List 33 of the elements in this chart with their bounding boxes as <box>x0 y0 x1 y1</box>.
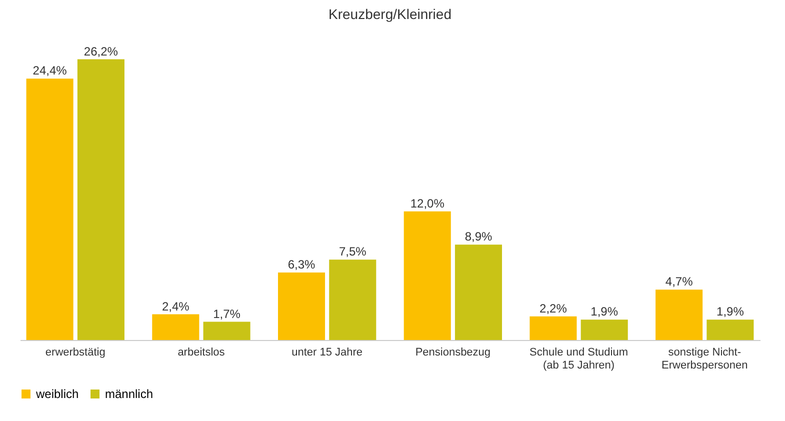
bar <box>203 322 250 340</box>
bar <box>530 316 577 340</box>
bar <box>454 244 502 340</box>
bar <box>77 59 124 340</box>
bar <box>278 272 326 340</box>
data-label: 1,9% <box>716 304 744 319</box>
data-label: 24,4% <box>32 64 68 78</box>
x-tick-label: arbeitslos <box>178 346 226 358</box>
legend-label: weiblich <box>35 387 79 401</box>
data-label: 4,7% <box>665 274 694 289</box>
x-tick-label: Schule und Studium (ab 15 Jahren) <box>530 346 628 372</box>
data-label: 8,9% <box>464 230 492 244</box>
bar <box>706 320 754 340</box>
legend-label: männlich <box>105 387 154 401</box>
bar <box>152 314 200 340</box>
data-label: 1,7% <box>213 306 241 321</box>
data-label: 2,2% <box>540 301 568 316</box>
bar <box>26 78 74 340</box>
bar <box>329 260 376 340</box>
data-label: 2,4% <box>162 299 190 314</box>
bar <box>580 320 628 340</box>
chart-title: Kreuzberg/Kleinried <box>328 6 452 22</box>
data-label: 26,2% <box>84 44 118 58</box>
data-label: 7,5% <box>338 244 367 259</box>
data-label: 1,9% <box>590 304 618 319</box>
x-tick-label: sonstige Nicht- Erwerbspersonen <box>662 346 748 372</box>
x-tick-label: unter 15 Jahre <box>292 346 363 358</box>
x-tick-label: Pensionsbezug <box>415 346 491 358</box>
bar <box>404 211 451 340</box>
bar <box>656 290 703 340</box>
data-label: 6,3% <box>288 258 316 272</box>
data-label: 12,0% <box>410 196 445 210</box>
x-tick-label: erwerbstätig <box>45 346 106 358</box>
